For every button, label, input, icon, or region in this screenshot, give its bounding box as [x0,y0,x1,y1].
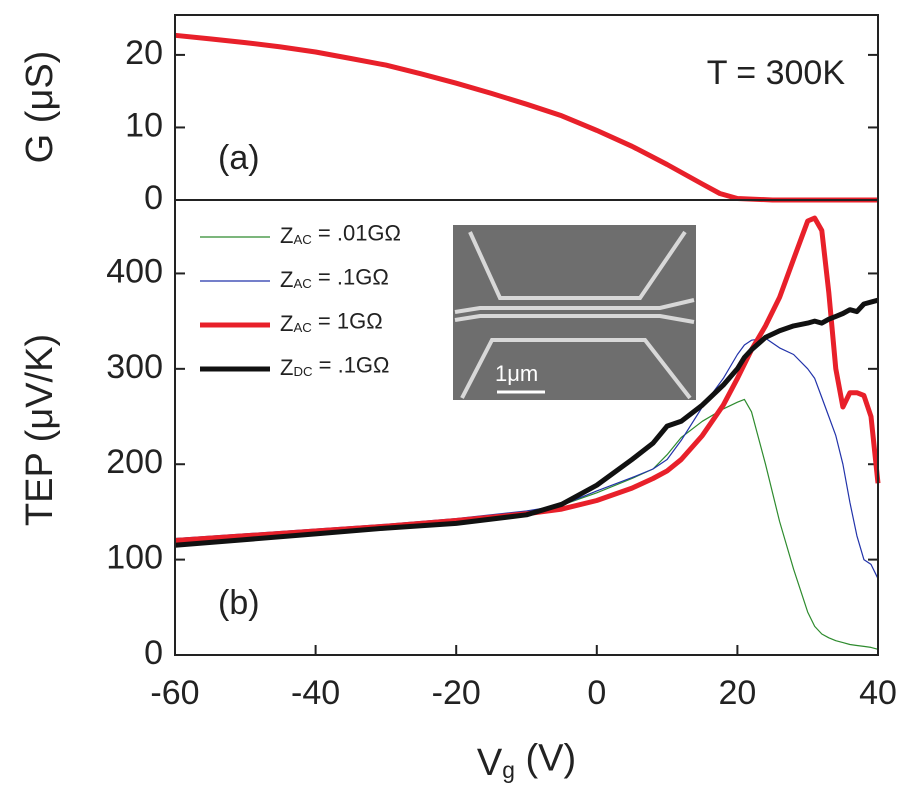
plot-frame [174,14,879,201]
y-axis-label: G (μS) [19,51,61,164]
y-tick-label: 100 [106,539,163,577]
x-tick-label: 40 [859,674,897,712]
legend-label: ZAC = .1GΩ [280,264,389,292]
y-tick-label: 300 [106,348,163,386]
y-tick-label: 20 [125,34,163,72]
legend-label: ZAC = 1GΩ [280,308,383,336]
annotation: (b) [218,584,260,622]
y-tick-label: 200 [106,443,163,481]
legend-label: ZDC = .1GΩ [280,352,390,380]
x-tick-label: -20 [432,674,481,712]
x-axis-label: Vg (V) [477,737,576,784]
annotation: (a) [218,139,260,177]
x-tick-label: 20 [718,674,756,712]
inset-image [453,225,696,400]
annotation: T = 300K [707,54,846,92]
x-tick-label: 0 [587,674,606,712]
series-line [174,337,879,579]
plot-frame [174,199,879,656]
y-tick-label: 0 [144,179,163,217]
x-tick-label: -60 [150,674,199,712]
series-line [174,398,879,650]
y-tick-label: 10 [125,106,163,144]
annotation: 1μm [495,361,538,386]
y-axis-label: TEP (μV/K) [19,334,61,526]
legend-label: ZAC = .01GΩ [280,220,401,248]
y-tick-label: 400 [106,252,163,290]
y-tick-label: 0 [144,634,163,672]
series-line [174,297,879,548]
x-tick-label: -40 [291,674,340,712]
